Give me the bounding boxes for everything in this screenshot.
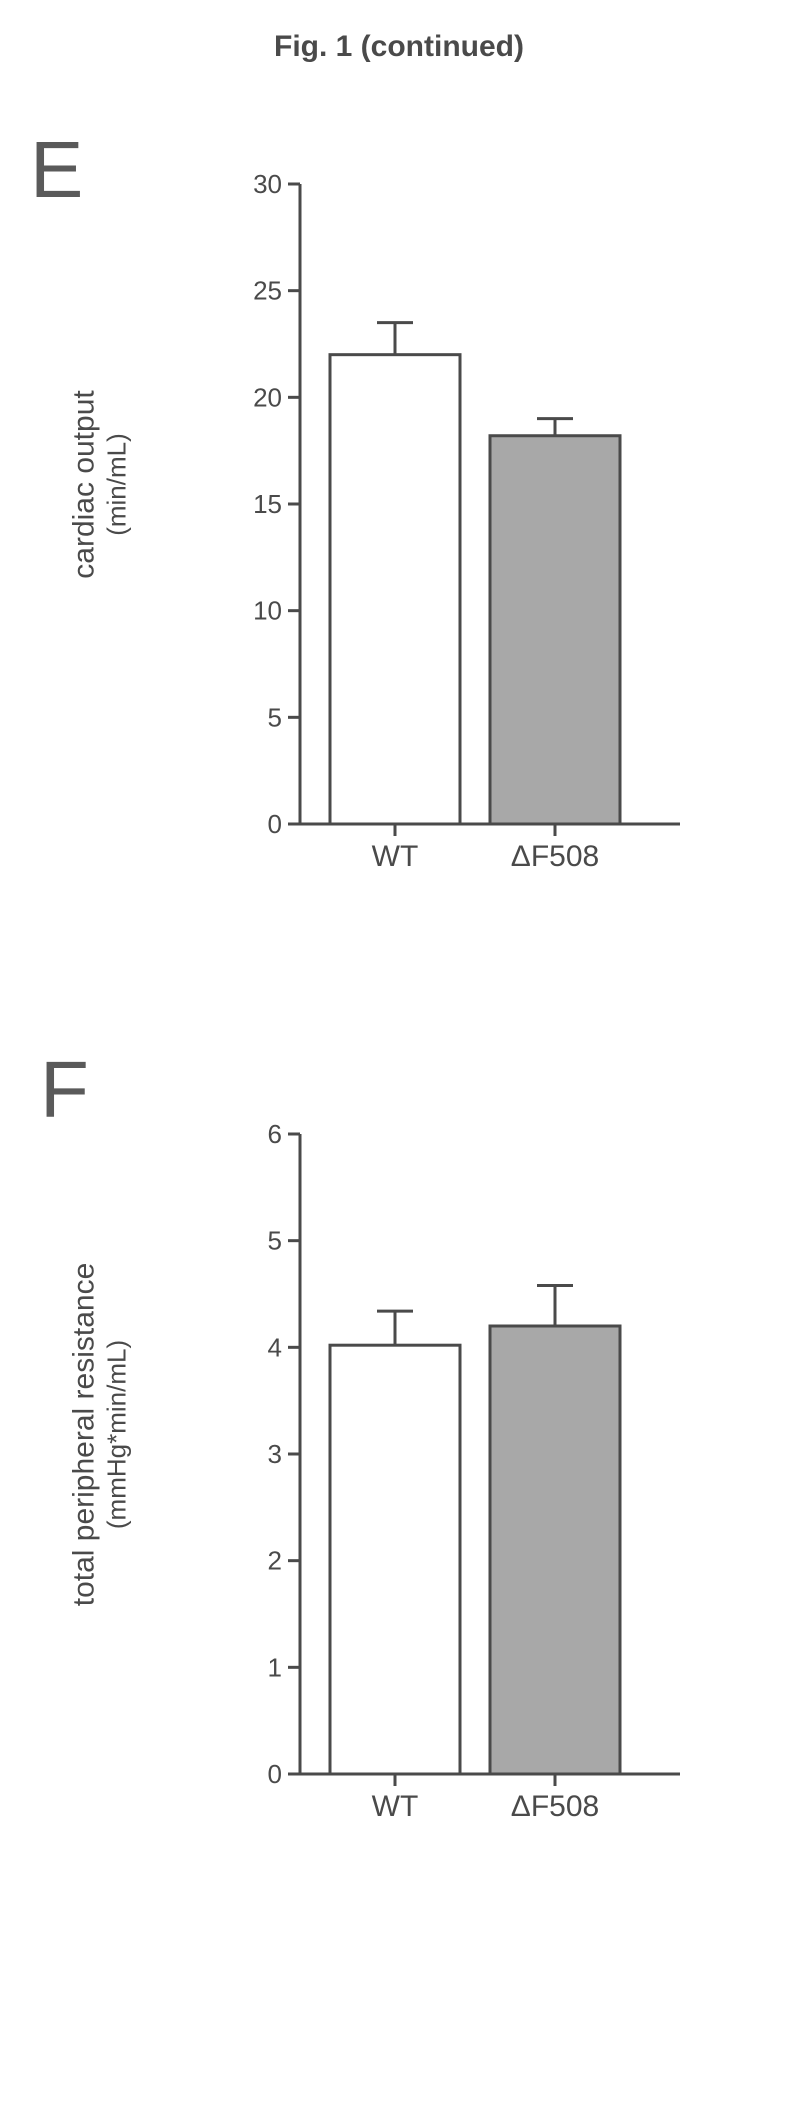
svg-text:20: 20 bbox=[253, 382, 282, 412]
panel-f: F total peripheral resistance (mmHg*min/… bbox=[0, 1044, 798, 1944]
svg-text:WT: WT bbox=[372, 840, 419, 873]
svg-text:25: 25 bbox=[253, 276, 282, 306]
svg-text:2: 2 bbox=[268, 1546, 282, 1576]
svg-text:0: 0 bbox=[268, 1759, 282, 1789]
svg-text:10: 10 bbox=[253, 596, 282, 626]
chart-f-svg: 0 1 2 3 4 5 6 WT ΔF508 bbox=[230, 1114, 690, 1834]
chart-e-svg: 0 5 10 15 20 25 30 WT ΔF508 bbox=[230, 164, 690, 884]
svg-text:4: 4 bbox=[268, 1332, 282, 1362]
figure-title: Fig. 1 (continued) bbox=[0, 0, 798, 64]
svg-text:30: 30 bbox=[253, 169, 282, 199]
svg-text:0: 0 bbox=[268, 809, 282, 839]
panel-e: E cardiac output (min/mL) 051015202530WT… bbox=[0, 124, 798, 984]
chart-e-ylabel-sub: (min/mL) bbox=[102, 390, 133, 578]
chart-e-ylabel-group: cardiac output (min/mL) bbox=[70, 164, 130, 804]
svg-text:5: 5 bbox=[268, 702, 282, 732]
svg-text:5: 5 bbox=[268, 1226, 282, 1256]
svg-text:WT: WT bbox=[372, 1790, 419, 1823]
chart-f-ylabel-group: total peripheral resistance (mmHg*min/mL… bbox=[70, 1114, 130, 1754]
chart-f-wrap: total peripheral resistance (mmHg*min/mL… bbox=[230, 1114, 798, 1834]
svg-text:ΔF508: ΔF508 bbox=[511, 840, 599, 873]
svg-text:1: 1 bbox=[268, 1652, 282, 1682]
svg-text:3: 3 bbox=[268, 1439, 282, 1469]
chart-e-wrap: cardiac output (min/mL) 051015202530WTΔF… bbox=[230, 164, 798, 884]
chart-e-ylabel: cardiac output bbox=[68, 390, 102, 578]
chart-f-ylabel: total peripheral resistance bbox=[68, 1262, 102, 1606]
svg-text:6: 6 bbox=[268, 1119, 282, 1149]
svg-text:ΔF508: ΔF508 bbox=[511, 1790, 599, 1823]
svg-text:15: 15 bbox=[253, 489, 282, 519]
chart-f-ylabel-sub: (mmHg*min/mL) bbox=[102, 1262, 133, 1606]
